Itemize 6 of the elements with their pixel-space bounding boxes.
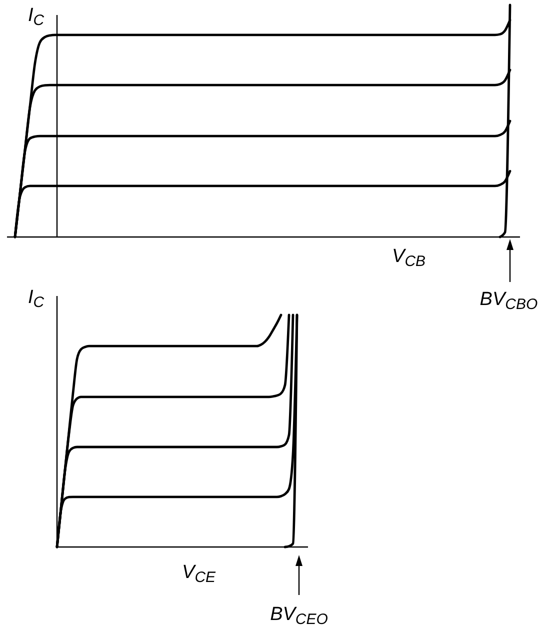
text: BV$_{CEO}$ [270, 604, 328, 628]
text: BV$_{CBO}$ [480, 289, 538, 313]
y-axis-title: I$_{C}$ [28, 5, 44, 29]
y-axis-title: I$_{C}$ [28, 287, 44, 311]
x-axis-title: V$_{CB}$ [392, 246, 426, 270]
x-axis-title: V$_{CE}$ [182, 562, 217, 586]
